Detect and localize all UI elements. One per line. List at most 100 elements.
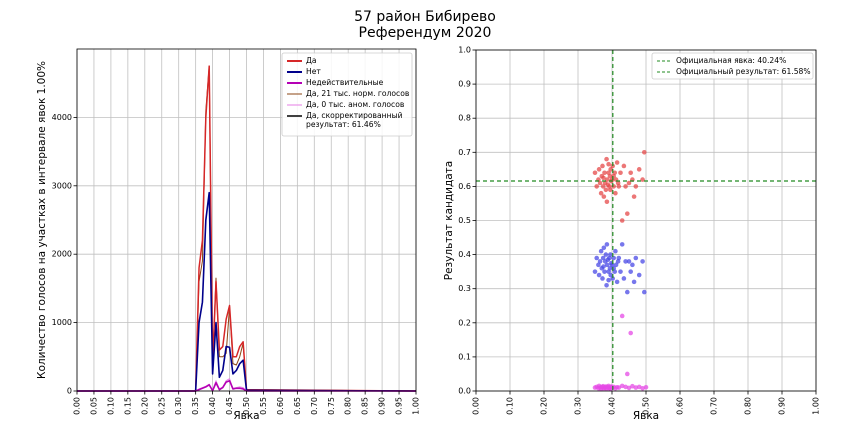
x-tick-label: 0.80 bbox=[744, 397, 753, 415]
scatter-point-scatter_yes bbox=[594, 184, 599, 189]
scatter-point-scatter_no bbox=[610, 276, 615, 281]
scatter-point-scatter_no bbox=[625, 289, 630, 295]
y-tick-label: 0 bbox=[67, 387, 72, 396]
scatter-point-scatter_no bbox=[607, 265, 613, 271]
scatter-point-scatter_yes bbox=[601, 194, 607, 199]
scatter-point-scatter_yes bbox=[621, 163, 627, 169]
scatter-point-scatter_yes bbox=[598, 190, 604, 196]
x-tick-label: 1.00 bbox=[812, 397, 821, 415]
legend-entry: Официальный результат: 61.58% bbox=[657, 67, 811, 76]
scatter-y-ticks: 0.0 0.1 0.2 0.3 0.4 0.5 0.6 0.7 0.8 0.9 1.0 bbox=[458, 46, 476, 396]
scatter-y-label: Результат кандидата bbox=[443, 161, 455, 280]
scatter-point-scatter_no bbox=[614, 279, 620, 285]
scatter-point-scatter_yes bbox=[625, 211, 630, 216]
scatter-points bbox=[592, 150, 649, 392]
legend-entry: Да, 0 тыс. аном. голосов bbox=[287, 100, 405, 109]
scatter-point-scatter_no bbox=[613, 262, 619, 268]
scatter-point-scatter_no bbox=[608, 272, 613, 278]
scatter-point-scatter_yes bbox=[597, 180, 603, 186]
legend-label: Да, 0 тыс. аном. голосов bbox=[306, 100, 405, 109]
scatter-point-scatter_yes bbox=[592, 170, 598, 176]
scatter-point-scatter_yes bbox=[623, 184, 628, 189]
scatter-point-scatter_no bbox=[630, 262, 635, 268]
scatter-point-scatter_no bbox=[608, 252, 613, 257]
x-tick-label: 0.20 bbox=[540, 397, 549, 415]
scatter-point-scatter_invalid bbox=[628, 330, 633, 336]
legend-label: Официальная явка: 40.24% bbox=[676, 56, 786, 65]
scatter-point-scatter_no bbox=[642, 289, 647, 295]
scatter-point-scatter_no bbox=[606, 277, 611, 283]
x-tick-label: 0.10 bbox=[506, 397, 515, 415]
scatter-point-scatter_no bbox=[604, 282, 609, 288]
scatter-point-scatter_yes bbox=[604, 177, 610, 182]
scatter-point-scatter_no bbox=[600, 255, 606, 261]
histogram-y-label: Количество голосов на участках в интерва… bbox=[36, 61, 48, 379]
histogram-x-label: Явка bbox=[233, 410, 259, 422]
legend-label-line2: результат: 61.46% bbox=[306, 120, 381, 129]
scatter-point-scatter_invalid bbox=[616, 385, 622, 390]
scatter-point-scatter_yes bbox=[626, 180, 632, 186]
scatter-point-scatter_no bbox=[613, 248, 618, 254]
x-tick-label: 0.85 bbox=[361, 397, 370, 415]
x-tick-label: 0.20 bbox=[140, 397, 149, 415]
series-line-no bbox=[77, 191, 417, 392]
scatter-point-scatter_invalid bbox=[626, 385, 632, 391]
y-tick-label: 0.2 bbox=[458, 318, 471, 327]
x-tick-label: 0.90 bbox=[778, 397, 787, 415]
scatter-point-scatter_no bbox=[604, 242, 610, 247]
y-tick-label: 0.7 bbox=[458, 148, 471, 157]
scatter-point-scatter_no bbox=[615, 259, 621, 264]
scatter-point-scatter_no bbox=[626, 259, 632, 264]
scatter-x-ticks: 0.00 0.10 0.20 0.30 0.40 0.50 0.60 0.70 0.80 0.90… bbox=[472, 391, 821, 415]
legend-label: Нет bbox=[306, 67, 321, 76]
figure-title-line2: Референдум 2020 bbox=[359, 25, 492, 41]
legend-entry: Да, 21 тыс. норм. голосов bbox=[287, 89, 410, 98]
y-tick-label: 1000 bbox=[52, 318, 72, 327]
scatter-point-scatter_yes bbox=[640, 177, 645, 182]
x-tick-label: 0.40 bbox=[608, 397, 617, 415]
scatter-point-scatter_yes bbox=[633, 184, 639, 189]
scatter-point-scatter_yes bbox=[628, 170, 633, 176]
legend-label: Да, 21 тыс. норм. голосов bbox=[306, 89, 410, 98]
y-tick-label: 0.5 bbox=[458, 216, 471, 225]
scatter-point-scatter_yes bbox=[608, 167, 613, 172]
scatter-point-scatter_invalid bbox=[619, 313, 625, 319]
scatter-point-scatter_no bbox=[601, 245, 607, 251]
scatter-point-scatter_no bbox=[601, 264, 606, 269]
scatter-point-scatter_yes bbox=[608, 187, 613, 193]
scatter-point-scatter_no bbox=[600, 276, 605, 281]
scatter-point-scatter_yes bbox=[618, 170, 623, 176]
x-tick-label: 0.60 bbox=[276, 397, 285, 415]
histogram-x-ticks: 0.00 0.05 0.10 0.15 0.20 0.25 0.30 0.35 0.40 0.45… bbox=[73, 391, 421, 415]
y-tick-label: 4000 bbox=[52, 113, 72, 122]
x-tick-label: 0.50 bbox=[642, 397, 651, 415]
y-tick-label: 0.3 bbox=[458, 284, 471, 293]
scatter-point-scatter_no bbox=[594, 255, 599, 261]
scatter-point-scatter_yes bbox=[606, 161, 611, 167]
scatter-legend: Официальная явка: 40.24% Официальный резу… bbox=[651, 52, 814, 80]
scatter-point-scatter_invalid bbox=[643, 384, 649, 390]
x-tick-label: 0.50 bbox=[242, 397, 251, 415]
scatter-point-scatter_no bbox=[633, 255, 639, 261]
scatter-point-scatter_invalid bbox=[625, 371, 630, 377]
x-tick-label: 0.75 bbox=[327, 397, 336, 415]
histogram-panel: 0.00 0.05 0.10 0.15 0.20 0.25 0.30 0.35 0.40 0.45… bbox=[36, 48, 421, 422]
scatter-point-scatter_no bbox=[619, 242, 625, 247]
x-tick-label: 0.95 bbox=[395, 397, 404, 415]
scatter-point-scatter_yes bbox=[616, 184, 622, 189]
scatter-point-scatter_no bbox=[611, 265, 616, 271]
scatter-point-scatter_yes bbox=[604, 156, 609, 162]
scatter-point-scatter_yes bbox=[631, 194, 637, 199]
legend-box bbox=[281, 52, 413, 137]
y-tick-label: 0.8 bbox=[458, 114, 471, 123]
x-tick-label: 0.30 bbox=[574, 397, 583, 415]
x-tick-label: 0.90 bbox=[378, 397, 387, 415]
x-tick-label: 0.45 bbox=[225, 397, 234, 415]
x-tick-label: 0.55 bbox=[259, 397, 268, 415]
scatter-point-scatter_yes bbox=[601, 175, 606, 181]
scatter-point-scatter_no bbox=[623, 259, 628, 264]
x-tick-label: 0.05 bbox=[89, 397, 98, 415]
y-tick-label: 0.9 bbox=[458, 80, 471, 89]
